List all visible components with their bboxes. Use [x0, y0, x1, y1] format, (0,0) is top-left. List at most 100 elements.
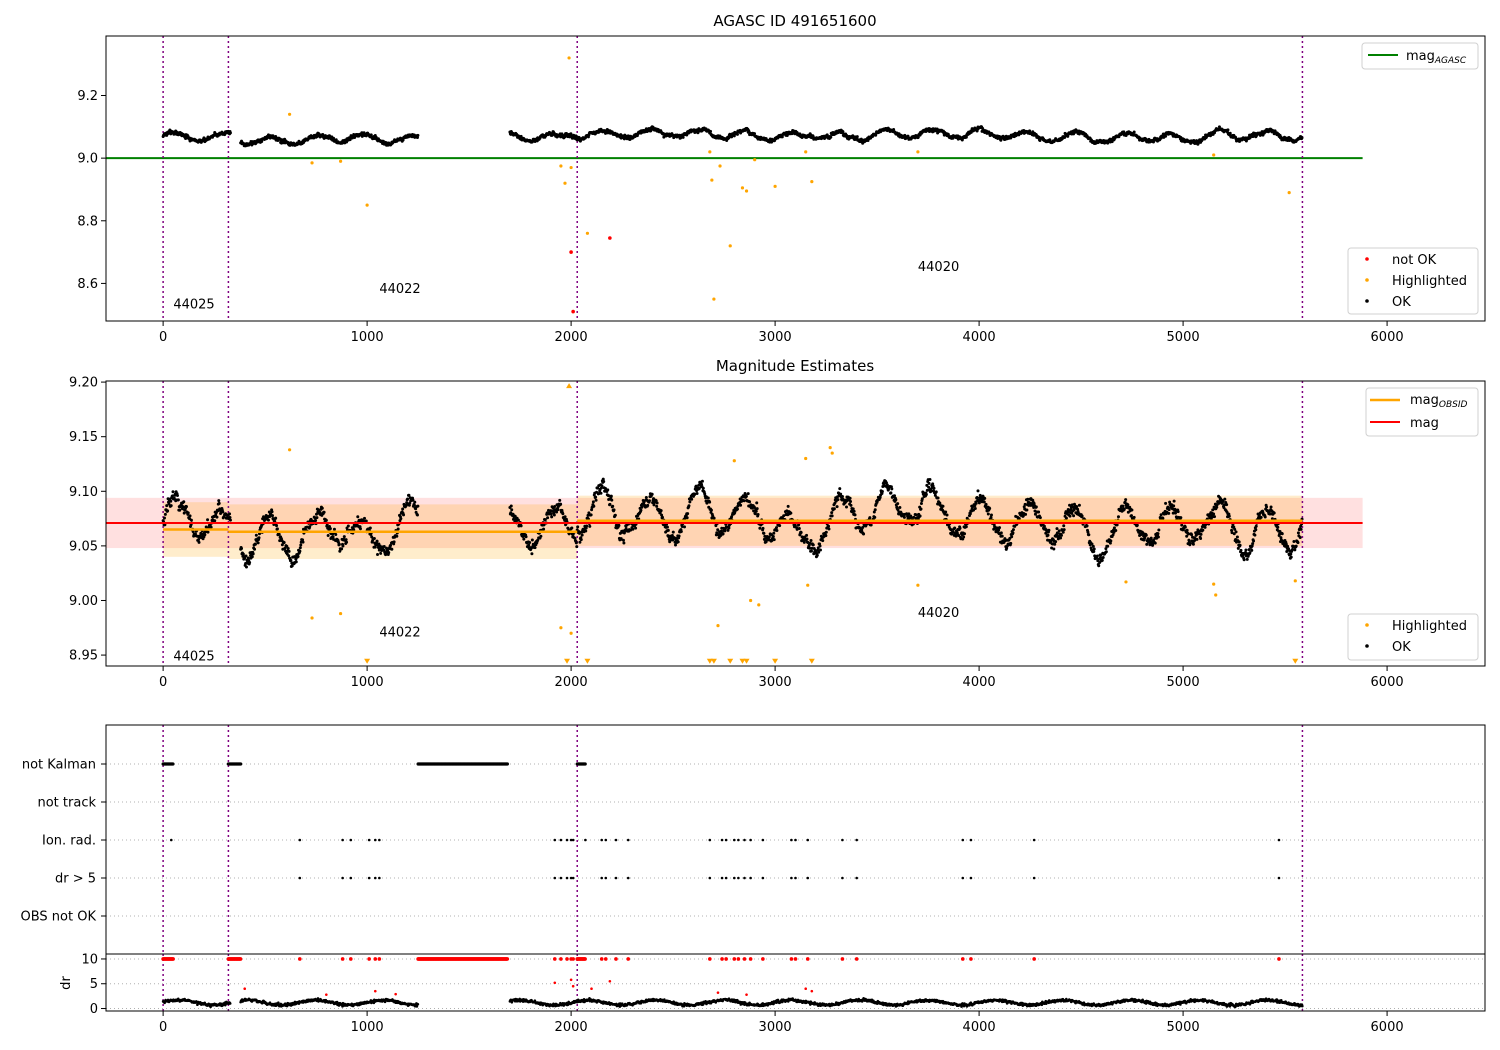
- ok-point: [315, 516, 319, 520]
- legend-highlighted-2: Highlighted: [1392, 619, 1467, 634]
- ok-point: [999, 531, 1003, 535]
- ok-point: [549, 512, 553, 516]
- highlighted-point: [287, 112, 292, 116]
- highlighted-point: [716, 623, 720, 628]
- y-tick-label: 9.05: [69, 539, 98, 554]
- ok-point: [1294, 544, 1298, 548]
- ok-point: [677, 534, 681, 538]
- ok-point: [964, 525, 968, 529]
- ok-point: [215, 515, 219, 519]
- ok-point: [519, 524, 523, 528]
- ok-point: [608, 502, 612, 506]
- ok-point: [682, 525, 686, 529]
- ok-point: [221, 510, 225, 514]
- ok-point: [1011, 531, 1015, 535]
- ok-point: [558, 498, 562, 502]
- x-tick-label: 5000: [1167, 330, 1200, 345]
- ok-point: [679, 529, 683, 533]
- ok-point: [752, 132, 756, 136]
- ok-point: [589, 513, 593, 517]
- ok-point: [974, 501, 978, 505]
- ok-point: [1269, 505, 1273, 509]
- ok-point: [945, 513, 949, 517]
- ok-point: [402, 513, 406, 517]
- ok-point: [1064, 516, 1068, 520]
- ok-point: [621, 538, 625, 542]
- ion-rad-flag: [571, 838, 575, 842]
- ok-point: [299, 543, 303, 547]
- ok-point: [1250, 548, 1254, 552]
- ok-point: [732, 134, 736, 138]
- ok-point: [851, 507, 855, 511]
- ok-point: [579, 538, 583, 542]
- ok-point: [1199, 532, 1203, 536]
- ok-point: [574, 541, 578, 545]
- ok-point: [735, 132, 739, 136]
- ok-point: [253, 547, 257, 551]
- ok-point: [298, 549, 302, 553]
- highlighted-point: [804, 456, 808, 461]
- ok-point: [1077, 503, 1081, 507]
- y-tick-label: 9.0: [77, 152, 98, 167]
- ok-point: [186, 511, 190, 515]
- ok-point: [602, 480, 606, 484]
- ok-point: [1062, 524, 1066, 528]
- ok-point: [552, 513, 556, 517]
- ok-point: [1254, 524, 1258, 528]
- ok-point: [594, 495, 598, 499]
- ok-point: [1237, 540, 1241, 544]
- ok-point: [576, 525, 580, 529]
- ok-point: [610, 498, 614, 502]
- ok-point: [314, 518, 318, 522]
- ok-point: [998, 526, 1002, 530]
- ok-point: [1179, 516, 1183, 520]
- ok-point: [175, 493, 179, 497]
- ok-point: [919, 507, 923, 511]
- ion-rad-flag: [584, 838, 587, 842]
- ok-point: [282, 541, 286, 545]
- ok-point: [976, 489, 980, 493]
- ok-point: [975, 495, 979, 499]
- highlighted-point: [585, 231, 590, 235]
- obsid-label: 44022: [379, 282, 420, 297]
- panel2-legend-bottom: Highlighted OK: [1347, 613, 1479, 661]
- panel1-legend-bottom: not OK Highlighted OK: [1347, 247, 1479, 315]
- highlighted-point: [569, 165, 573, 170]
- ok-point: [1221, 500, 1225, 504]
- x-tick-label: 4000: [963, 675, 996, 690]
- ok-point: [1059, 533, 1063, 537]
- ok-point: [1072, 514, 1076, 518]
- obsid-label: 44022: [379, 626, 420, 641]
- ok-point: [1025, 508, 1029, 512]
- ok-point: [1156, 532, 1160, 536]
- panel1-legend-top: magAGASC: [1361, 42, 1479, 70]
- ok-point: [358, 527, 362, 531]
- ok-point: [559, 502, 563, 506]
- ok-point: [203, 533, 207, 537]
- ok-point: [251, 552, 255, 556]
- ok-point: [986, 512, 990, 516]
- ok-point: [1223, 497, 1227, 501]
- ok-point: [1114, 528, 1118, 532]
- ok-point: [1063, 135, 1067, 139]
- ok-point: [1054, 540, 1058, 544]
- ok-point: [1085, 524, 1089, 528]
- ok-point: [1047, 528, 1051, 532]
- not-ok-point: [608, 236, 612, 240]
- ok-point: [1057, 529, 1061, 533]
- ok-point: [771, 534, 775, 538]
- ok-point: [1126, 503, 1130, 507]
- ok-point: [805, 537, 809, 541]
- ok-point: [326, 533, 330, 537]
- ok-point: [821, 539, 825, 543]
- ok-point: [671, 530, 675, 534]
- legend-ok-2: OK: [1392, 640, 1411, 655]
- x-tick-label: 1000: [351, 330, 384, 345]
- ok-point: [372, 536, 376, 540]
- ok-point: [686, 512, 690, 516]
- ok-point: [376, 553, 380, 557]
- ok-point: [1000, 534, 1004, 538]
- ok-point: [206, 530, 210, 534]
- highlighted-point: [1293, 579, 1297, 583]
- ok-point: [542, 527, 546, 531]
